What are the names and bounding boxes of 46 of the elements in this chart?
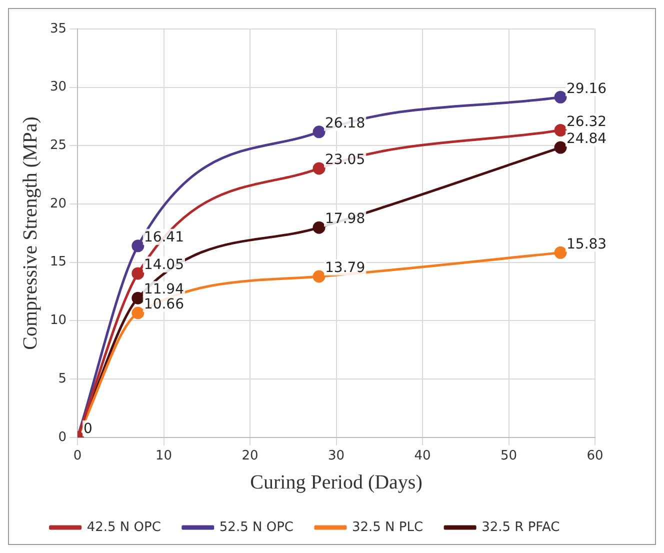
data-label: 26.32 (566, 114, 607, 130)
x-tick-label: 20 (242, 448, 258, 464)
point (554, 141, 567, 154)
y-tick-label: 10 (50, 313, 67, 328)
y-tick-label: 15 (50, 254, 67, 270)
legend-label: 32.5 R PFAC (482, 520, 560, 535)
data-label: 26.18 (325, 116, 366, 132)
point (132, 306, 144, 320)
data-label: 10.66 (144, 296, 184, 313)
y-tick-label: 0 (58, 430, 67, 445)
point (554, 90, 567, 104)
data-label: 29.16 (566, 80, 607, 97)
data-label: 16.41 (144, 230, 184, 246)
y-tick-label: 20 (50, 196, 67, 212)
data-label: 0 (84, 421, 92, 438)
x-tick-label: 0 (73, 448, 82, 464)
data-label: 23.05 (325, 152, 366, 168)
data-label: 17.98 (325, 211, 366, 228)
y-tick-label: 35 (50, 21, 67, 36)
legend-label: 42.5 N OPC (86, 520, 161, 535)
data-label: 14.05 (144, 257, 184, 274)
point (132, 267, 144, 280)
point (132, 292, 144, 304)
point (312, 270, 326, 283)
point (312, 126, 326, 138)
x-tick-label: 50 (500, 448, 518, 464)
x-tick-label: 30 (328, 448, 345, 464)
point (312, 162, 326, 175)
data-label: 15.83 (566, 236, 607, 252)
legend-label: 32.5 N PLC (352, 520, 424, 535)
point (554, 246, 567, 259)
x-tick-label: 40 (414, 448, 431, 464)
x-tick-label: 10 (156, 448, 172, 464)
point (132, 240, 144, 252)
y-tick-label: 5 (58, 371, 67, 386)
point (312, 221, 326, 234)
y-tick-label: 30 (50, 80, 67, 95)
x-axis-title: Curing Period (Days) (250, 471, 422, 494)
data-label: 24.84 (566, 131, 607, 148)
y-tick-label: 25 (50, 138, 67, 154)
data-label: 11.94 (144, 282, 184, 298)
data-label: 13.79 (325, 260, 366, 276)
legend-label: 52.5 N OPC (219, 520, 294, 535)
y-axis-title: Compressive Strength (MPa) (19, 116, 42, 350)
point (554, 124, 567, 137)
x-tick-label: 60 (586, 448, 604, 464)
